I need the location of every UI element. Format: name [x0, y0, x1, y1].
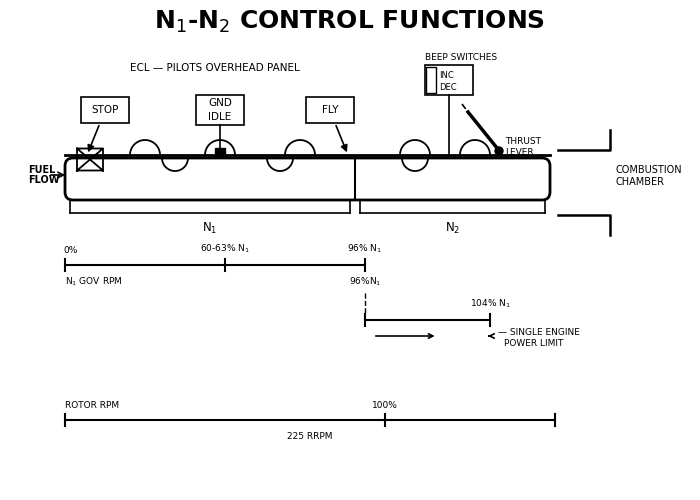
Text: THRUST
LEVER: THRUST LEVER	[505, 138, 541, 156]
Bar	[426, 67, 436, 93]
Text: IDLE: IDLE	[209, 112, 232, 122]
Text: N$_1$ GOV RPM: N$_1$ GOV RPM	[65, 275, 122, 287]
Bar	[81, 97, 129, 123]
Bar	[215, 148, 225, 158]
Text: N$_1$-N$_2$ CONTROL FUNCTIONS: N$_1$-N$_2$ CONTROL FUNCTIONS	[155, 9, 545, 35]
Text: BEEP SWITCHES: BEEP SWITCHES	[425, 54, 497, 62]
Bar	[306, 97, 354, 123]
Text: FUEL: FUEL	[28, 165, 55, 175]
Text: FLY: FLY	[322, 105, 338, 115]
Text: 60-63% N$_1$: 60-63% N$_1$	[200, 242, 250, 255]
Text: — SINGLE ENGINE: — SINGLE ENGINE	[498, 328, 580, 337]
Text: INC: INC	[439, 72, 454, 80]
Text: 225 RRPM: 225 RRPM	[287, 432, 332, 441]
Text: DEC: DEC	[439, 82, 456, 92]
Text: GND: GND	[208, 98, 232, 108]
Text: 104% N$_1$: 104% N$_1$	[470, 298, 510, 310]
Text: 96% N$_1$: 96% N$_1$	[347, 242, 383, 255]
Text: ECL — PILOTS OVERHEAD PANEL: ECL — PILOTS OVERHEAD PANEL	[130, 63, 300, 73]
Text: N$_1$: N$_1$	[202, 221, 218, 236]
Circle shape	[495, 147, 503, 155]
Text: STOP: STOP	[91, 105, 119, 115]
Text: 0%: 0%	[63, 246, 78, 255]
Text: POWER LIMIT: POWER LIMIT	[504, 339, 564, 348]
Text: CHAMBER: CHAMBER	[615, 177, 664, 187]
Text: 100%: 100%	[372, 401, 398, 410]
Text: FLOW: FLOW	[28, 175, 60, 185]
Bar	[196, 95, 244, 125]
Bar	[425, 65, 473, 95]
Text: ROTOR RPM: ROTOR RPM	[65, 401, 119, 410]
FancyBboxPatch shape	[65, 158, 550, 200]
Text: COMBUSTION: COMBUSTION	[615, 165, 682, 175]
Text: N$_2$: N$_2$	[444, 221, 460, 236]
Text: 96%N$_1$: 96%N$_1$	[349, 275, 382, 287]
